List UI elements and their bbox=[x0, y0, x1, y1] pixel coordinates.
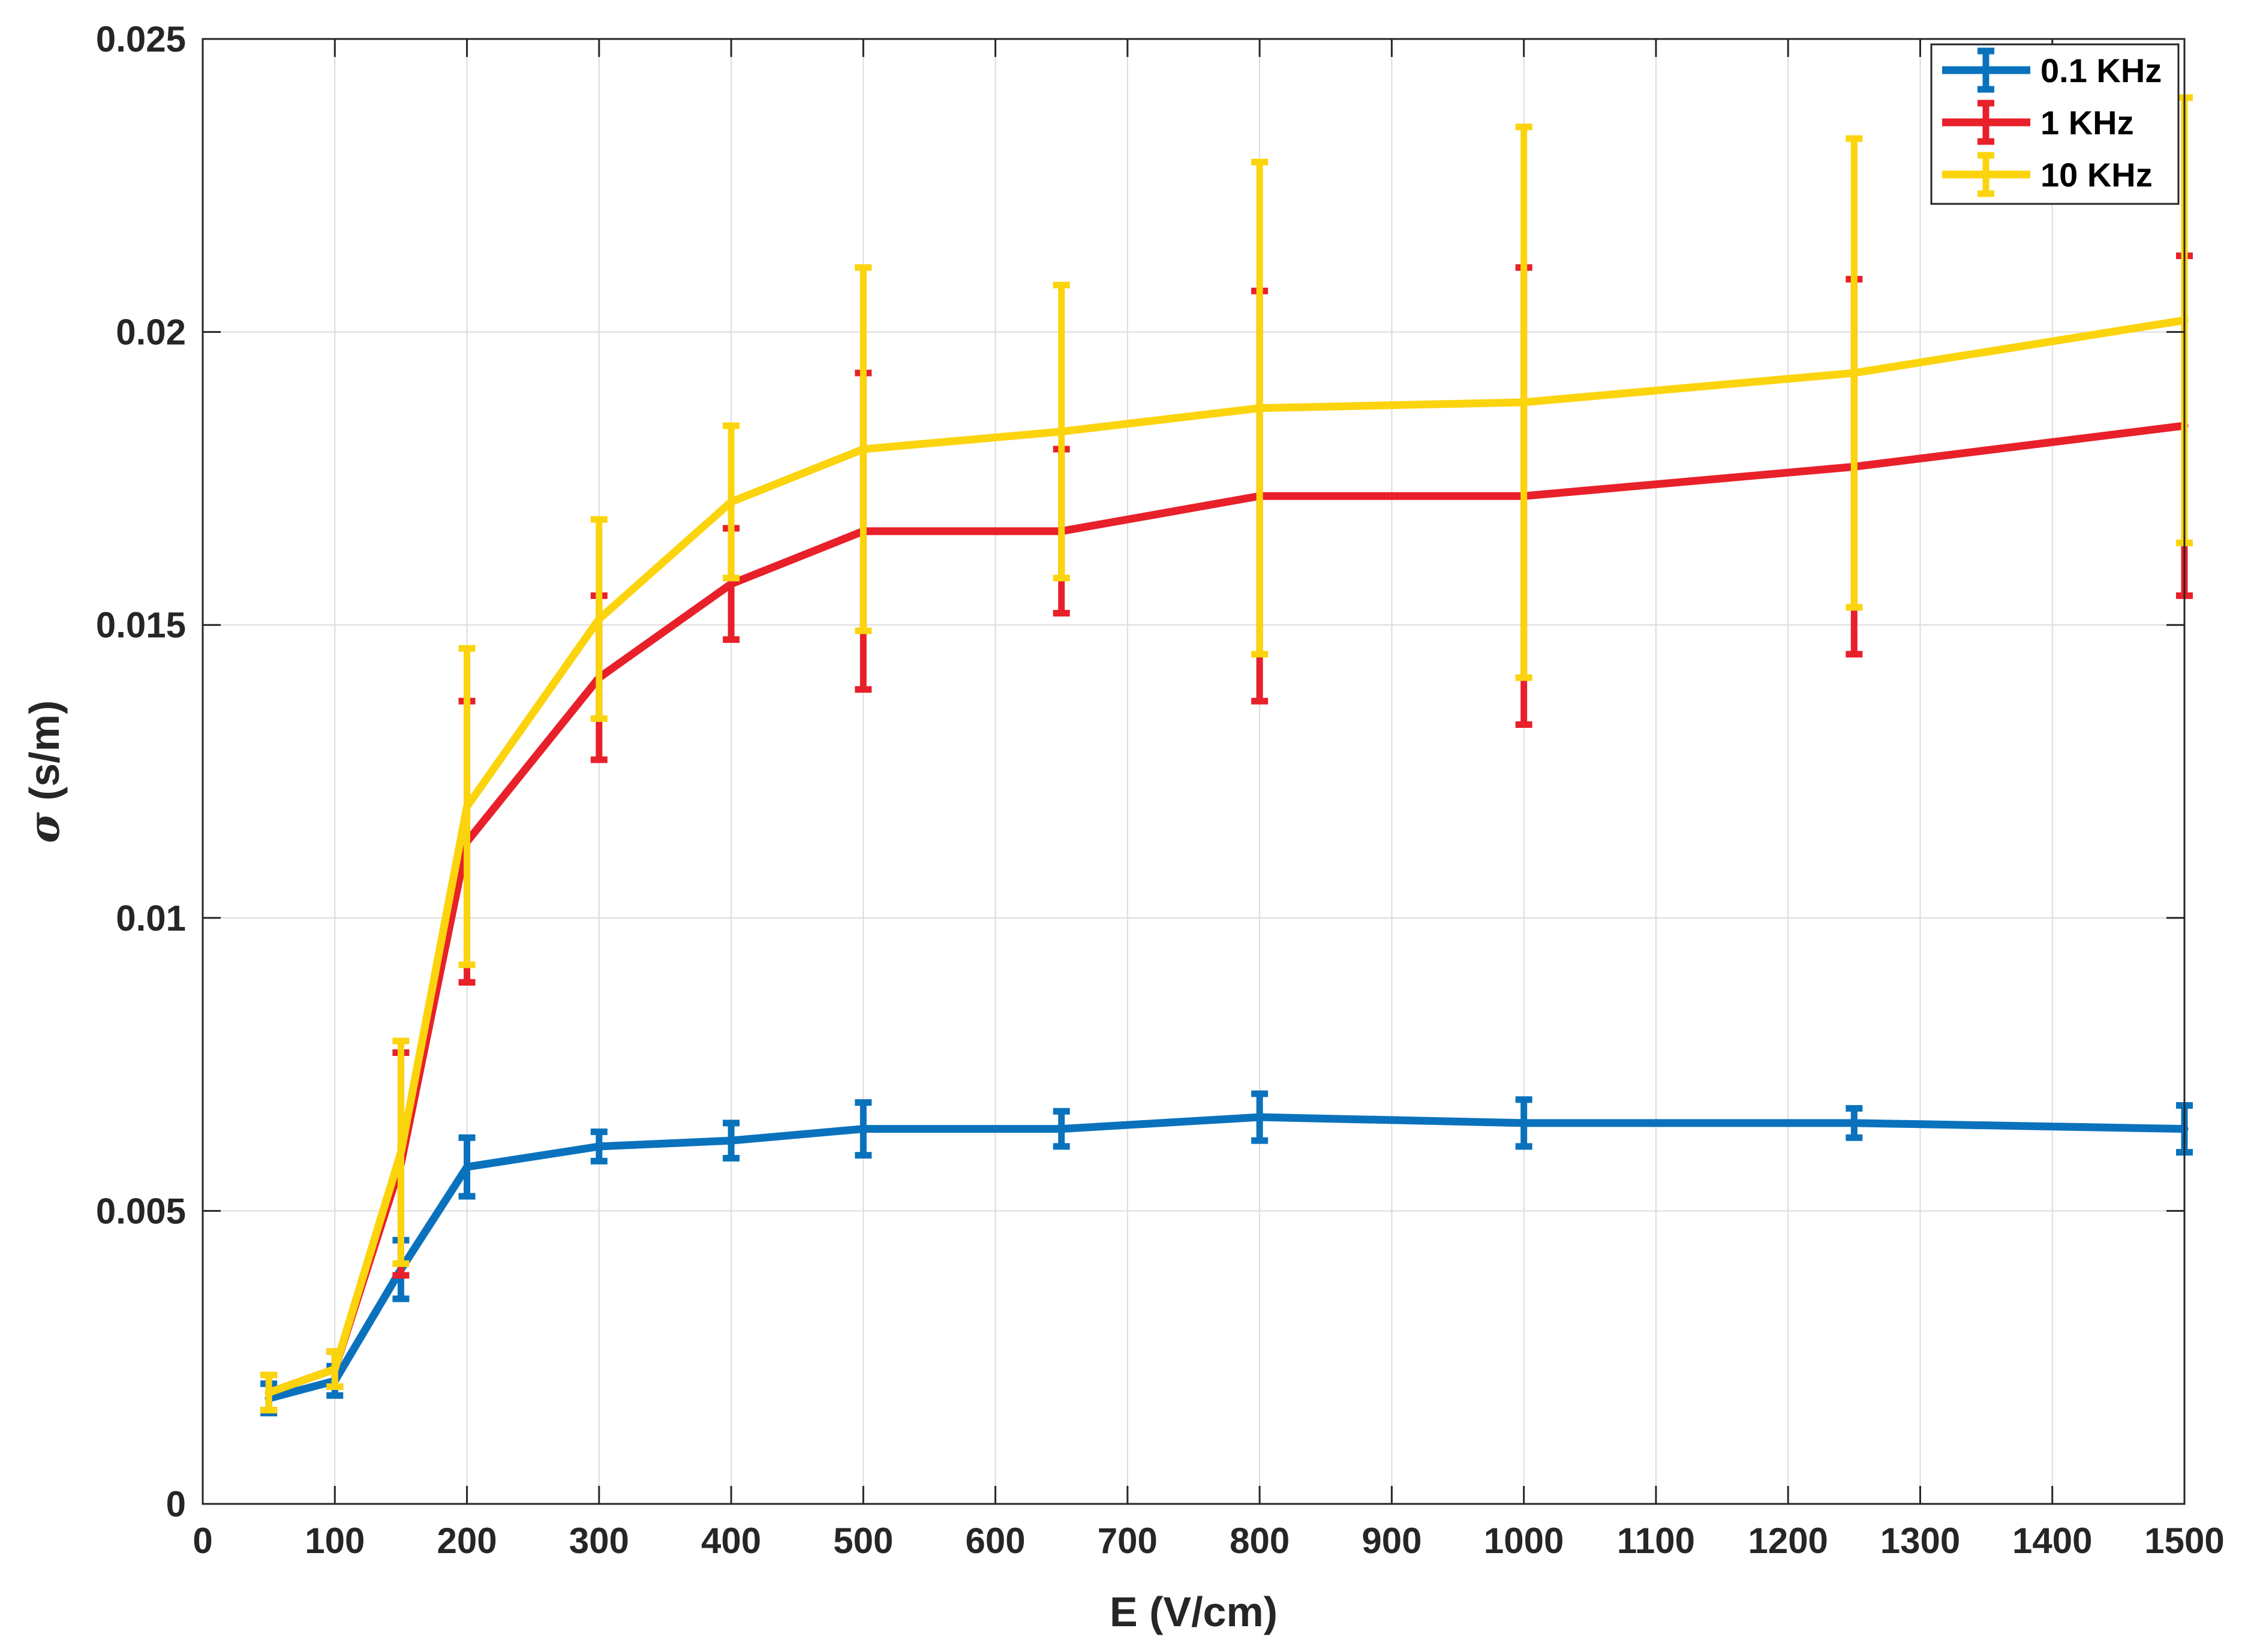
x-tick-label: 300 bbox=[569, 1521, 629, 1561]
x-tick-label: 1300 bbox=[1880, 1521, 1960, 1561]
x-tick-label: 700 bbox=[1098, 1521, 1158, 1561]
error-bar bbox=[590, 1128, 608, 1164]
error-bar bbox=[1053, 1108, 1070, 1150]
x-tick-label: 900 bbox=[1362, 1521, 1421, 1561]
y-axis-label: σ (s/m) bbox=[19, 700, 69, 843]
y-tick-label: 0 bbox=[166, 1484, 186, 1524]
error-bar bbox=[855, 1099, 872, 1159]
error-bar bbox=[1053, 281, 1070, 582]
legend-label: 10 KHz bbox=[2040, 156, 2153, 194]
y-tick-label: 0.005 bbox=[96, 1191, 186, 1231]
error-bar bbox=[326, 1348, 344, 1391]
x-tick-label: 1400 bbox=[2012, 1521, 2092, 1561]
x-tick-label: 1000 bbox=[1484, 1521, 1564, 1561]
series-line bbox=[265, 1113, 2189, 1403]
legend: 0.1 KHz 1 KHz 10 KHz bbox=[1930, 43, 2180, 205]
y-tick-label: 0.025 bbox=[96, 19, 186, 59]
error-bar bbox=[1251, 1090, 1269, 1144]
plot-area bbox=[203, 39, 2184, 1504]
x-axis: 0 100 200 300 400 500 600 700 800 900 1000 1100 1200… bbox=[193, 39, 2225, 1561]
error-bar bbox=[1515, 1096, 1532, 1150]
series-0 bbox=[260, 1090, 2193, 1417]
y-axis: 0 0.005 0.01 0.015 0.02 0.025 bbox=[96, 19, 2184, 1524]
error-bar bbox=[1251, 158, 1269, 658]
x-tick-label: 0 bbox=[193, 1521, 212, 1561]
y-axis-unit: (s/m) bbox=[21, 700, 68, 813]
x-tick-label: 1500 bbox=[2144, 1521, 2224, 1561]
legend-entry-0: 0.1 KHz bbox=[1942, 47, 2162, 93]
x-axis-label: E (V/cm) bbox=[1110, 1588, 1278, 1635]
error-bar bbox=[260, 1371, 278, 1414]
y-tick-label: 0.015 bbox=[96, 605, 186, 645]
error-bar bbox=[1515, 124, 1532, 681]
legend-label: 1 KHz bbox=[2040, 104, 2134, 142]
y-tick-label: 0.01 bbox=[116, 898, 186, 938]
error-bar bbox=[590, 516, 608, 723]
error-bar bbox=[392, 1037, 410, 1267]
legend-entry-1: 1 KHz bbox=[1942, 100, 2134, 145]
x-tick-label: 400 bbox=[701, 1521, 761, 1561]
y-axis-symbol: σ bbox=[19, 812, 69, 843]
x-tick-label: 1100 bbox=[1617, 1521, 1695, 1561]
x-tick-label: 1200 bbox=[1748, 1521, 1828, 1561]
error-bar bbox=[723, 422, 740, 582]
x-tick-label: 800 bbox=[1230, 1521, 1290, 1561]
series-line bbox=[265, 316, 2189, 1397]
x-tick-label: 200 bbox=[437, 1521, 497, 1561]
error-bar bbox=[458, 1134, 476, 1200]
y-tick-label: 0.02 bbox=[116, 312, 186, 353]
error-bar bbox=[1846, 135, 1863, 611]
error-bar bbox=[1846, 1105, 1863, 1141]
x-tick-label: 100 bbox=[305, 1521, 365, 1561]
error-bar bbox=[458, 645, 476, 968]
plot-frame bbox=[202, 38, 2186, 1505]
x-tick-label: 500 bbox=[833, 1521, 893, 1561]
error-bar bbox=[723, 1120, 740, 1161]
error-bar bbox=[855, 264, 872, 634]
legend-entry-2: 10 KHz bbox=[1942, 152, 2153, 197]
x-tick-label: 600 bbox=[966, 1521, 1026, 1561]
legend-label: 0.1 KHz bbox=[2040, 52, 2162, 89]
